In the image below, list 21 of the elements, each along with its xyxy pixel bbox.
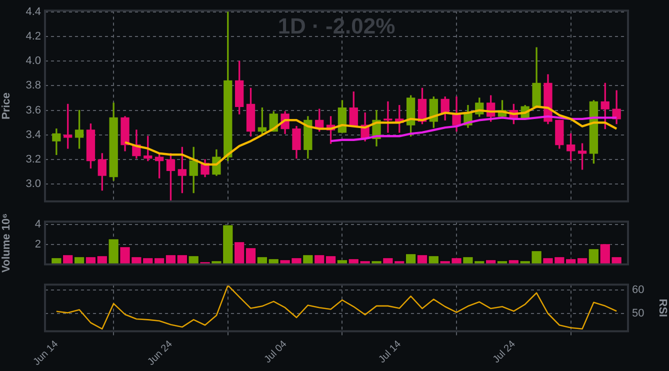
y-axis-title: Volume 10⁶ xyxy=(0,213,13,273)
y-tick-label: 3.6 xyxy=(26,104,41,116)
y-tick-label: 2 xyxy=(34,238,41,251)
y-tick-label: 3.0 xyxy=(26,178,41,190)
y-tick-label: 4.2 xyxy=(26,30,41,42)
y2-axis-title: RSI xyxy=(656,298,668,318)
x-tick-label: Jun 14 xyxy=(31,338,61,368)
y-tick-label: 3.2 xyxy=(26,154,41,166)
y2-tick-label: 60 xyxy=(632,284,644,296)
x-tick-label: Jul 14 xyxy=(376,338,404,366)
candlestick xyxy=(384,101,392,133)
x-tick-label: Jul 24 xyxy=(491,338,518,366)
y-tick-label: 3.4 xyxy=(26,128,41,141)
y2-tick-label: 50 xyxy=(632,308,644,320)
x-tick-label: Jun 24 xyxy=(146,338,176,368)
y-tick-label: 4 xyxy=(34,218,41,231)
x-tick-label: Jul 04 xyxy=(262,338,290,366)
y-tick-label: 3.8 xyxy=(26,80,41,92)
y-tick-label: 4.0 xyxy=(26,55,41,68)
y-axis-title: Price xyxy=(0,92,13,120)
y-tick-label: 4.4 xyxy=(26,6,41,18)
